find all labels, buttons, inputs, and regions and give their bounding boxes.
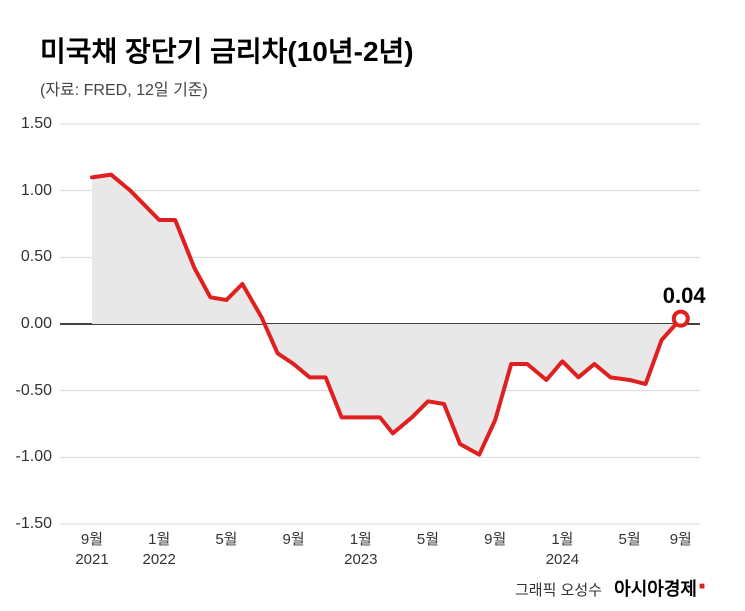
credit-line: 그래픽 오성수 아시아경제■ (515, 575, 705, 601)
y-tick-label: -1.50 (16, 515, 52, 533)
chart-title: 미국채 장단기 금리차(10년-2년) (40, 30, 705, 70)
last-point-marker (674, 312, 688, 326)
chart-svg (60, 124, 700, 524)
y-tick-label: -1.00 (16, 448, 52, 466)
x-tick-label: 1월2023 (344, 530, 377, 569)
plot-area: 1.501.000.500.00-0.50-1.00-1.50 9월20211월… (60, 124, 700, 524)
x-tick-label: 9월 (484, 530, 506, 550)
last-value-annotation: 0.04 (663, 283, 706, 309)
chart-subtitle: (자료: FRED, 12일 기준) (40, 76, 705, 100)
x-axis: 9월2021 1월2022 5월 9월 1월2023 5월 9월 1월2024 5월 9월 (60, 524, 700, 574)
y-tick-label: 0.00 (21, 315, 52, 333)
x-tick-label: 1월2024 (546, 530, 579, 569)
y-tick-label: 1.00 (21, 182, 52, 200)
x-tick-label: 5월 (215, 530, 237, 550)
x-tick-label: 9월2021 (75, 530, 108, 569)
x-tick-label: 9월 (670, 530, 692, 550)
credit-brand: 아시아경제 (614, 579, 697, 599)
x-tick-label: 5월 (417, 530, 439, 550)
y-axis: 1.501.000.500.00-0.50-1.00-1.50 (10, 124, 60, 524)
area-fill (92, 175, 681, 455)
x-tick-label: 1월2022 (143, 530, 176, 569)
x-tick-label: 5월 (619, 530, 641, 550)
x-tick-label: 9월 (283, 530, 305, 550)
y-tick-label: 0.50 (21, 248, 52, 266)
y-tick-label: 1.50 (21, 115, 52, 133)
y-tick-label: -0.50 (16, 382, 52, 400)
credit-author: 그래픽 오성수 (515, 582, 602, 599)
chart-container: 미국채 장단기 금리차(10년-2년) (자료: FRED, 12일 기준) 1… (0, 0, 745, 611)
brand-square-icon: ■ (699, 581, 705, 592)
